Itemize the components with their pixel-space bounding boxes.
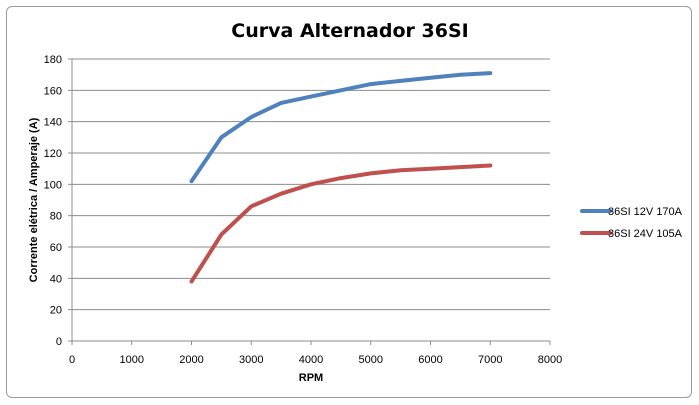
series-lines — [189, 71, 493, 284]
x-axis-title: RPM — [299, 372, 323, 384]
data-point-2-8 — [400, 169, 402, 171]
x-tick-label-3000: 3000 — [239, 354, 263, 366]
data-point-1-9 — [430, 77, 431, 79]
y-tick-labels: 0 20 40 60 80 100 120 140 160 180 — [44, 54, 62, 348]
chart-title: Curva Alternador 36SI — [231, 20, 468, 42]
y-tick-label-60: 60 — [50, 242, 62, 254]
legend-label-2: 36SI 24V 105A — [608, 228, 683, 240]
x-tick-label-4000: 4000 — [299, 354, 323, 366]
data-point-1-4 — [280, 102, 282, 104]
data-point-2-11 — [489, 165, 491, 167]
data-point-1-2 — [220, 136, 222, 138]
x-tick-label-5000: 5000 — [359, 354, 383, 366]
y-tick-label-0: 0 — [56, 336, 62, 348]
y-axis-title: Corrente elétrica / Amperaje (A) — [28, 117, 40, 282]
axes — [68, 58, 551, 345]
x-tick-label-2000: 2000 — [179, 354, 203, 366]
y-tick-label-120: 120 — [44, 148, 62, 160]
data-point-1-5 — [310, 96, 312, 98]
data-point-2-2 — [220, 233, 222, 235]
series-line-1 — [189, 71, 493, 184]
legend: 36SI 12V 170A 36SI 24V 105A — [580, 206, 683, 240]
y-tick-label-180: 180 — [44, 54, 62, 66]
x-tick-label-0: 0 — [69, 354, 75, 366]
data-point-2-4 — [280, 193, 282, 195]
data-point-1-11 — [489, 72, 491, 74]
data-point-2-10 — [459, 166, 461, 168]
data-point-1-10 — [459, 74, 461, 76]
y-tick-label-140: 140 — [44, 117, 62, 129]
x-tick-labels: 0 1000 2000 3000 4000 5000 6000 7000 8000 — [69, 354, 562, 366]
series-line-2 — [189, 163, 493, 284]
x-tick-label-8000: 8000 — [538, 354, 562, 366]
data-point-1-3 — [250, 116, 252, 118]
gridlines — [72, 58, 550, 311]
data-point-2-1 — [191, 280, 192, 282]
y-tick-label-80: 80 — [50, 211, 62, 223]
data-point-1-8 — [400, 80, 402, 82]
data-point-2-6 — [340, 177, 342, 179]
data-point-2-9 — [430, 168, 431, 170]
y-tick-label-20: 20 — [50, 305, 62, 317]
data-point-1-6 — [340, 89, 342, 91]
data-point-1-7 — [370, 83, 372, 85]
chart-frame — [6, 6, 692, 398]
data-point-2-7 — [370, 172, 372, 174]
y-tick-label-100: 100 — [44, 179, 62, 191]
data-point-2-5 — [310, 183, 312, 185]
data-point-2-3 — [250, 205, 252, 207]
x-tick-label-1000: 1000 — [120, 354, 144, 366]
y-tick-label-40: 40 — [50, 273, 62, 285]
x-tick-label-6000: 6000 — [418, 354, 442, 366]
x-tick-label-7000: 7000 — [478, 354, 502, 366]
data-point-1-1 — [191, 180, 192, 182]
legend-label-1: 36SI 12V 170A — [608, 206, 683, 218]
y-tick-label-160: 160 — [44, 85, 62, 97]
